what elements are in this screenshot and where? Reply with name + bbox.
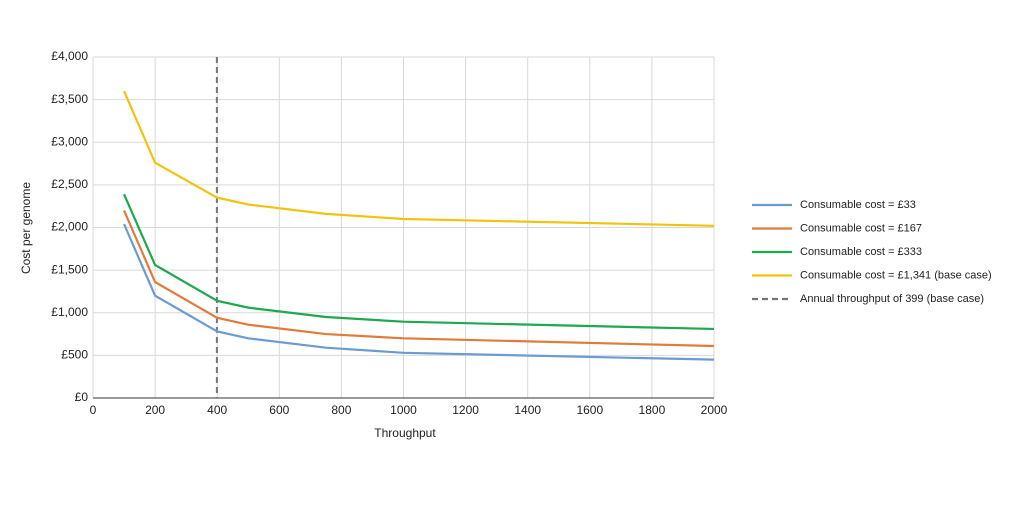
y-tick-label: £4,000 bbox=[51, 49, 88, 63]
y-tick-label: £0 bbox=[75, 390, 89, 404]
legend-label: Consumable cost = £333 bbox=[800, 246, 922, 258]
x-tick-label: 1600 bbox=[576, 403, 603, 417]
y-axis-label: Cost per genome bbox=[19, 182, 33, 274]
series-line bbox=[123, 193, 715, 331]
y-tick-label: £2,000 bbox=[51, 220, 88, 234]
x-tick-label: 200 bbox=[145, 403, 165, 417]
x-tick-label: 2000 bbox=[701, 403, 728, 417]
legend: Consumable cost = £33 Consumable cost = £… bbox=[752, 199, 992, 305]
series-line bbox=[123, 210, 715, 348]
y-tick-label: £2,500 bbox=[51, 177, 88, 191]
x-axis-label: Throughput bbox=[374, 426, 436, 440]
y-tick-label: £1,000 bbox=[51, 305, 88, 319]
legend-label: Consumable cost = £167 bbox=[800, 222, 922, 234]
legend-label: Annual throughput of 399 (base case) bbox=[800, 293, 984, 305]
x-tick-label: 1000 bbox=[390, 403, 417, 417]
series-line bbox=[123, 223, 715, 361]
x-tick-label: 600 bbox=[269, 403, 289, 417]
x-tick-label: 0 bbox=[90, 403, 97, 417]
x-tick-label: 1800 bbox=[639, 403, 666, 417]
y-tick-label: £1,500 bbox=[51, 262, 88, 276]
x-tick-label: 400 bbox=[207, 403, 227, 417]
legend-label: Consumable cost = £33 bbox=[800, 199, 916, 211]
x-tick-label: 1200 bbox=[452, 403, 479, 417]
legend-label: Consumable cost = £1,341 (base case) bbox=[800, 269, 992, 281]
x-tick-label: 800 bbox=[331, 403, 351, 417]
y-tick-label: £3,000 bbox=[51, 134, 88, 148]
x-tick-label: 1400 bbox=[514, 403, 541, 417]
series-line bbox=[123, 90, 715, 227]
y-tick-label: £500 bbox=[61, 348, 88, 362]
y-tick-label: £3,500 bbox=[51, 92, 88, 106]
